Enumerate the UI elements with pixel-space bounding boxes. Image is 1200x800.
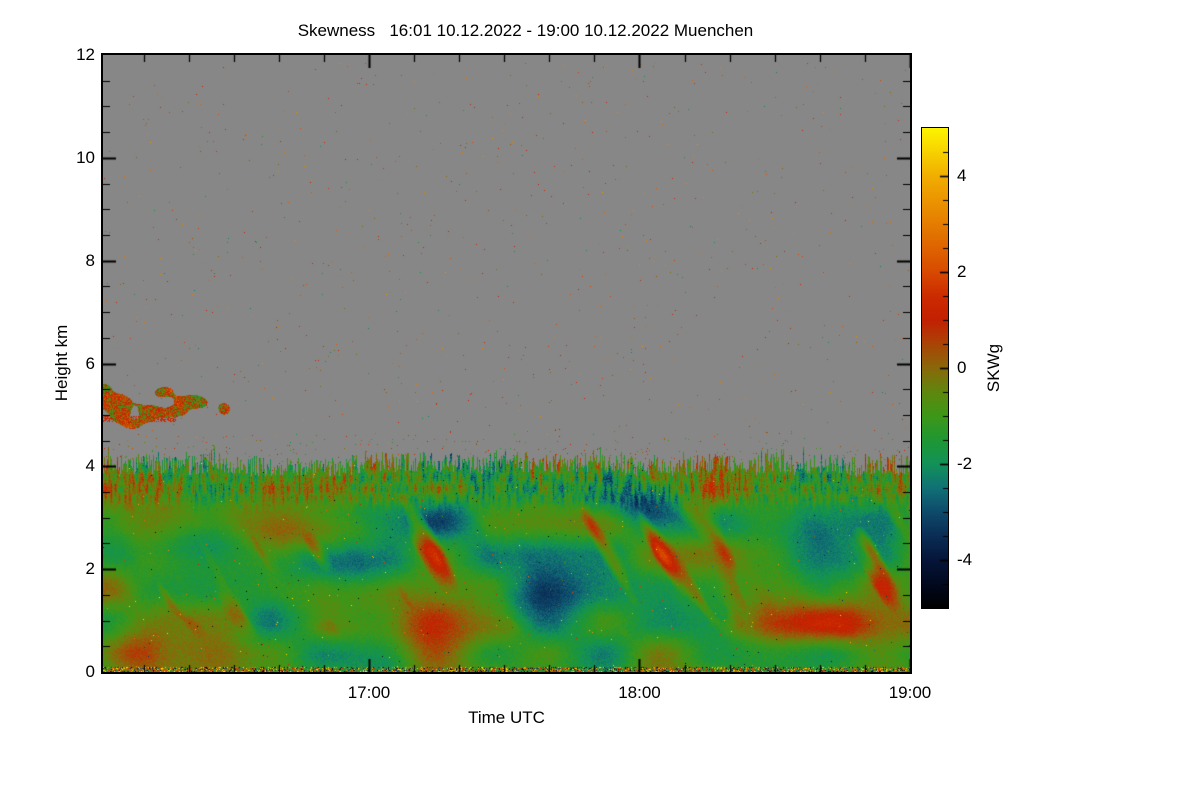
y-tick-label: 4 — [85, 456, 95, 476]
colorbar-tick-label: 4 — [957, 166, 967, 185]
plot-area — [101, 53, 912, 674]
y-tick-label: 10 — [76, 147, 95, 167]
colorbar-tick-label: 0 — [957, 358, 967, 377]
y-tick-label: 6 — [85, 353, 95, 373]
colorbar-tick-label: 2 — [957, 262, 967, 281]
colorbar-tick-label: -2 — [957, 454, 973, 473]
x-tick-label: 17:00 — [347, 683, 391, 702]
x-tick-label: 18:00 — [618, 683, 661, 702]
x-axis-label: Time UTC — [468, 708, 545, 727]
chart-title: Skewness 16:01 10.12.2022 - 19:00 10.12.… — [297, 21, 754, 40]
y-tick-label: 12 — [76, 45, 95, 64]
colorbar — [921, 127, 949, 609]
colorbar-gradient — [922, 128, 948, 608]
y-tick-label: 8 — [85, 250, 95, 270]
y-tick-label: 2 — [85, 559, 95, 579]
heatmap-canvas — [103, 55, 910, 672]
y-tick-label: 0 — [85, 662, 95, 681]
colorbar-tick-label: -4 — [957, 550, 973, 569]
x-tick-label: 19:00 — [888, 683, 932, 702]
